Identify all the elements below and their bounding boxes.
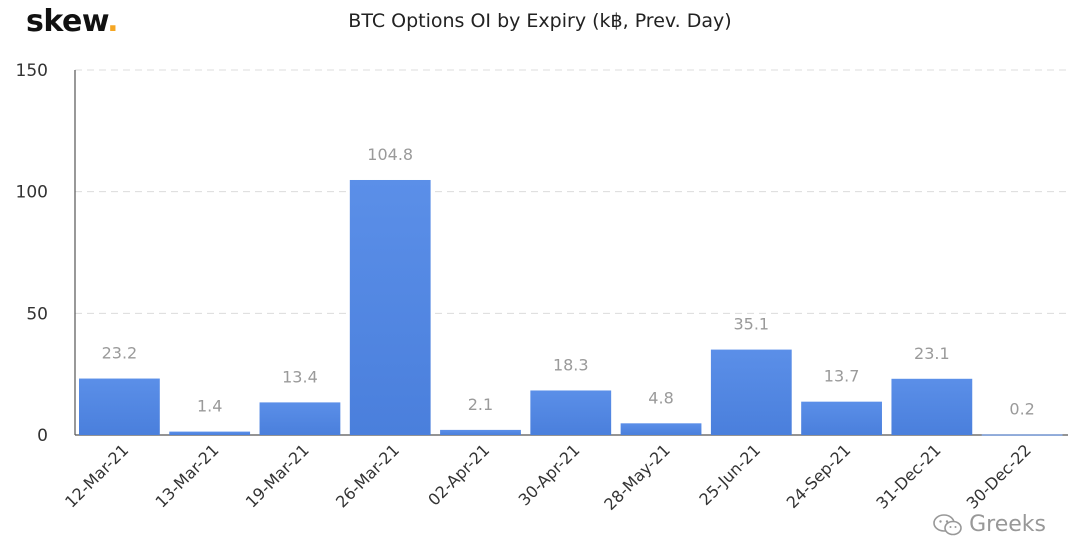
bar-28-May-21: [620, 423, 702, 435]
x-tick-label-30-Apr-21: 30-Apr-21: [515, 440, 584, 509]
data-label-30-Apr-21: 18.3: [553, 355, 589, 374]
brand-name: skew: [26, 4, 108, 39]
data-label-19-Mar-21: 13.4: [282, 367, 318, 386]
skew-logo: skew.: [26, 4, 119, 39]
x-tick-label-31-Dec-21: 31-Dec-21: [872, 440, 944, 512]
bar-30-Apr-21: [530, 390, 612, 435]
x-tick-label-25-Jun-21: 25-Jun-21: [695, 440, 764, 509]
data-label-24-Sep-21: 13.7: [824, 367, 860, 386]
chart-title: BTC Options OI by Expiry (k฿, Prev. Day): [348, 10, 732, 32]
bar-02-Apr-21: [440, 429, 521, 435]
y-tick-label: 150: [16, 61, 48, 81]
bar-13-Mar-21: [169, 431, 251, 435]
data-label-13-Mar-21: 1.4: [197, 397, 222, 416]
grid-lines: [75, 69, 1068, 314]
x-tick-label-13-Mar-21: 13-Mar-21: [151, 440, 222, 511]
x-tick-label-28-May-21: 28-May-21: [600, 440, 674, 514]
x-tick-label-19-Mar-21: 19-Mar-21: [242, 440, 313, 511]
data-label-26-Mar-21: 104.8: [367, 145, 413, 164]
data-label-25-Jun-21: 35.1: [733, 315, 769, 334]
brand-dot: .: [107, 4, 119, 39]
x-tick-label-12-Mar-21: 12-Mar-21: [61, 440, 132, 511]
data-label-31-Dec-21: 23.1: [914, 344, 950, 363]
watermark: Greeks: [933, 512, 1046, 537]
bar-24-Sep-21: [801, 401, 882, 435]
tick-labels: 0 50 100 150 12-Mar-21 13-Mar-21 19-Mar-21 26-M…: [16, 61, 1035, 514]
bar-31-Dec-21: [891, 378, 973, 435]
bar-25-Jun-21: [710, 349, 792, 435]
watermark-text: Greeks: [969, 512, 1046, 537]
data-label-28-May-21: 4.8: [648, 388, 673, 407]
data-labels: 23.2 1.4 13.4 104.8 2.1 18.3 4.8 35.1 13.7 23.1 0.…: [102, 145, 1035, 419]
data-label-12-Mar-21: 23.2: [102, 344, 138, 363]
x-tick-label-24-Sep-21: 24-Sep-21: [783, 440, 855, 512]
x-tick-label-26-Mar-21: 26-Mar-21: [332, 440, 403, 511]
bar-12-Mar-21: [79, 378, 160, 435]
y-tick-label: 50: [26, 304, 48, 324]
bars: [79, 179, 1063, 436]
bar-26-Mar-21: [349, 179, 431, 435]
bar-19-Mar-21: [259, 402, 341, 435]
x-tick-label-02-Apr-21: 02-Apr-21: [424, 440, 493, 509]
y-tick-label: 100: [16, 183, 48, 203]
bar-30-Dec-22: [981, 434, 1063, 436]
y-tick-label: 0: [37, 426, 48, 446]
x-tick-label-30-Dec-22: 30-Dec-22: [963, 440, 1035, 512]
wechat-icon: [933, 513, 962, 535]
data-label-02-Apr-21: 2.1: [468, 395, 493, 414]
data-label-30-Dec-22: 0.2: [1009, 400, 1034, 419]
